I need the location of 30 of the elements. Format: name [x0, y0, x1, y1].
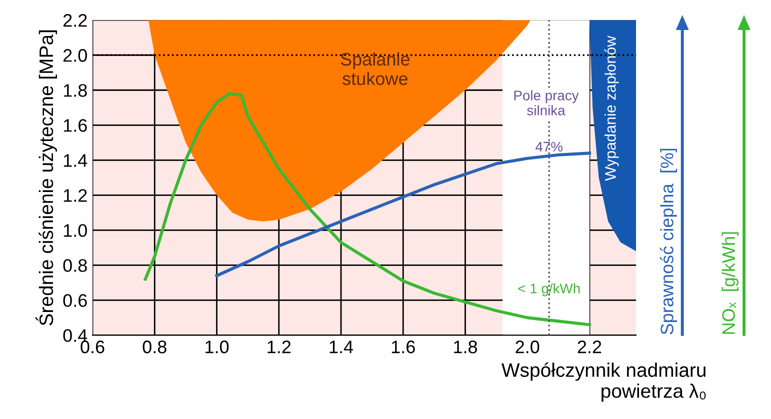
x-tick-label: 1.4 — [330, 340, 354, 354]
x-tick-label: 1.2 — [268, 340, 291, 354]
y-tick-label: 1.4 — [64, 154, 88, 167]
line-series — [215, 152, 592, 278]
x-tick-label: 0.8 — [142, 340, 166, 354]
y-tick-label: 0.4 — [63, 329, 88, 342]
line-series — [144, 92, 592, 326]
x-tick-label: 1.8 — [454, 340, 478, 354]
x-tick-label: 1.6 — [392, 340, 415, 354]
y-tick-label: 1.0 — [64, 224, 87, 237]
text: NOₓ [g/kWh] — [722, 232, 739, 334]
y-tick-label: 1.2 — [64, 189, 87, 202]
y-tick-label: 1.8 — [64, 84, 87, 97]
annotation: Spalanie stukowe — [340, 52, 410, 86]
x-tick-label: 2.2 — [578, 340, 602, 354]
x-axis-title: Współczynnik nadmiaru powietrza λ₀ — [502, 362, 706, 402]
x-tick-label: 2.0 — [516, 340, 540, 354]
annotation: < 1 g/kWh — [518, 283, 580, 296]
y-tick-label: 2.2 — [63, 14, 87, 27]
x-tick-label: 1.0 — [206, 340, 229, 354]
text: Sprawność cieplna [%] — [660, 148, 677, 334]
annotation: 47% — [536, 142, 563, 152]
annotation: Wypadanie zapłonów — [604, 36, 619, 181]
band-label: Pole pracy silnika — [514, 90, 579, 116]
x-tick-label: 0.6 — [80, 340, 104, 354]
y-tick-label: 2.0 — [63, 49, 87, 62]
y-tick-label: 0.6 — [63, 294, 87, 307]
y-tick-label: 1.6 — [64, 119, 87, 132]
y-tick-label: 0.8 — [63, 259, 87, 272]
y-axis-title: Średnie ciśnienie użyteczne [MPa] — [36, 30, 58, 326]
